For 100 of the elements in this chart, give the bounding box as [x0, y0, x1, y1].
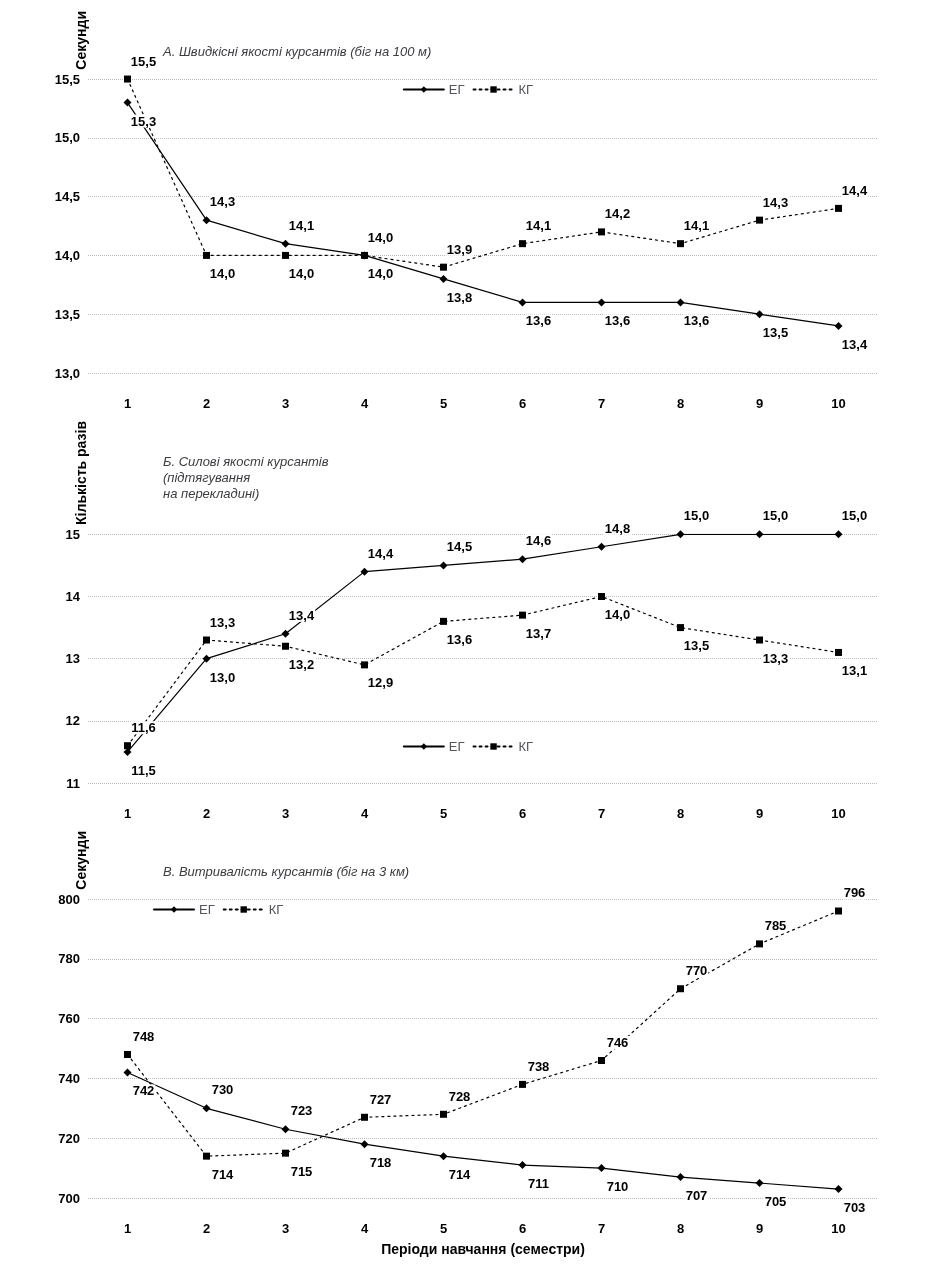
legend-label: ЕГ — [448, 739, 465, 754]
data-label: 738 — [527, 1058, 550, 1074]
data-label: 14,8 — [604, 520, 631, 536]
point — [203, 636, 210, 644]
legend-label: ЕГ — [199, 902, 215, 917]
point — [519, 240, 526, 248]
y-tick-label: 12 — [65, 713, 80, 729]
data-label: 14,3 — [762, 194, 789, 210]
x-tick-label: 7 — [597, 806, 606, 821]
y-tick-label: 740 — [58, 1070, 80, 1086]
point — [202, 216, 211, 225]
data-label: 703 — [843, 1200, 866, 1216]
y-axis-title: Кількість разів — [73, 420, 89, 525]
data-label: 14,4 — [841, 182, 868, 198]
x-tick-label: 9 — [755, 1221, 764, 1236]
data-label: 796 — [843, 885, 866, 901]
data-label: 13,6 — [446, 631, 473, 647]
point — [124, 1051, 131, 1058]
y-tick-label: 720 — [58, 1130, 80, 1146]
y-tick-label: 13,5 — [54, 306, 80, 322]
data-label: 13,8 — [446, 289, 473, 305]
data-label: 12,9 — [367, 675, 394, 691]
point — [834, 1185, 843, 1194]
point — [835, 648, 842, 656]
y-tick-label: 14 — [65, 589, 81, 604]
x-tick-label: 10 — [831, 1221, 846, 1236]
y-tick-label: 13,0 — [54, 365, 80, 381]
data-label: 14,5 — [446, 539, 473, 555]
data-label: 13,2 — [288, 656, 315, 672]
data-label: 13,5 — [762, 325, 789, 341]
data-label: 710 — [606, 1179, 629, 1195]
point — [598, 1056, 605, 1064]
point — [440, 617, 447, 625]
point — [203, 251, 210, 259]
point — [439, 274, 448, 283]
point — [755, 310, 764, 319]
y-tick-label: 15 — [65, 526, 80, 542]
legend-label: КГ — [268, 902, 284, 917]
data-label: 14,1 — [288, 217, 315, 233]
point — [202, 654, 211, 663]
point — [677, 624, 684, 632]
point — [281, 629, 290, 638]
data-label: 13,5 — [683, 638, 710, 654]
y-tick-label: 780 — [58, 951, 80, 967]
x-tick-label: 2 — [202, 806, 211, 821]
x-tick-label: 4 — [360, 396, 369, 411]
x-tick-label: 9 — [755, 806, 764, 821]
data-label: 727 — [369, 1091, 392, 1107]
x-tick-label: 10 — [831, 396, 846, 411]
point — [123, 98, 132, 107]
x-tick-label: 4 — [360, 1221, 369, 1236]
x-tick-label: 4 — [360, 806, 369, 821]
point — [598, 593, 605, 600]
point — [124, 742, 131, 750]
data-label: 711 — [528, 1176, 549, 1192]
data-label: 13,6 — [525, 313, 552, 329]
point — [124, 75, 131, 83]
legend-label: КГ — [518, 739, 534, 754]
data-label: 15,0 — [841, 508, 868, 524]
x-tick-label: 5 — [439, 806, 448, 821]
y-tick-label: 700 — [58, 1190, 80, 1206]
y-tick-label: 11 — [66, 775, 80, 791]
data-label: 11,5 — [131, 762, 156, 778]
data-label: 14,1 — [683, 218, 710, 234]
x-tick-label: 1 — [123, 1221, 132, 1236]
chart-title: Б. Силові якості курсантів (підтягування на перекладині) — [163, 453, 329, 501]
point — [756, 940, 763, 948]
x-tick-label: 8 — [676, 1221, 685, 1236]
data-label: 14,2 — [604, 206, 631, 222]
y-axis-title: Секунди — [73, 831, 89, 890]
legend-label: ЕГ — [448, 82, 465, 97]
point — [282, 1149, 289, 1157]
x-tick-label: 2 — [202, 1221, 211, 1236]
x-tick-label: 3 — [281, 396, 290, 411]
point — [677, 240, 684, 248]
x-axis-title: Періоди навчання (семестри) — [381, 1241, 585, 1257]
data-label: 785 — [764, 918, 787, 934]
point — [360, 1140, 369, 1149]
x-tick-label: 7 — [597, 396, 606, 411]
point — [518, 298, 527, 307]
data-label: 730 — [211, 1082, 234, 1098]
data-label: 13,6 — [683, 313, 710, 329]
x-tick-label: 10 — [831, 806, 846, 821]
data-label: 13,3 — [762, 650, 789, 666]
x-tick-label: 5 — [439, 396, 448, 411]
point — [676, 1173, 685, 1182]
point — [519, 1080, 526, 1088]
data-label: 14,0 — [604, 607, 631, 622]
data-label: 14,0 — [209, 265, 236, 281]
data-label: 13,1 — [841, 662, 868, 678]
y-axis-title: Секунди — [73, 11, 89, 70]
data-label: 13,4 — [841, 336, 868, 352]
data-label: 13,4 — [288, 607, 315, 623]
x-tick-label: 8 — [676, 396, 685, 411]
y-tick-label: 15,0 — [54, 130, 80, 146]
point — [281, 239, 290, 248]
data-label: 15,5 — [130, 53, 157, 69]
point — [282, 251, 289, 259]
point — [597, 298, 606, 307]
point — [439, 561, 448, 570]
